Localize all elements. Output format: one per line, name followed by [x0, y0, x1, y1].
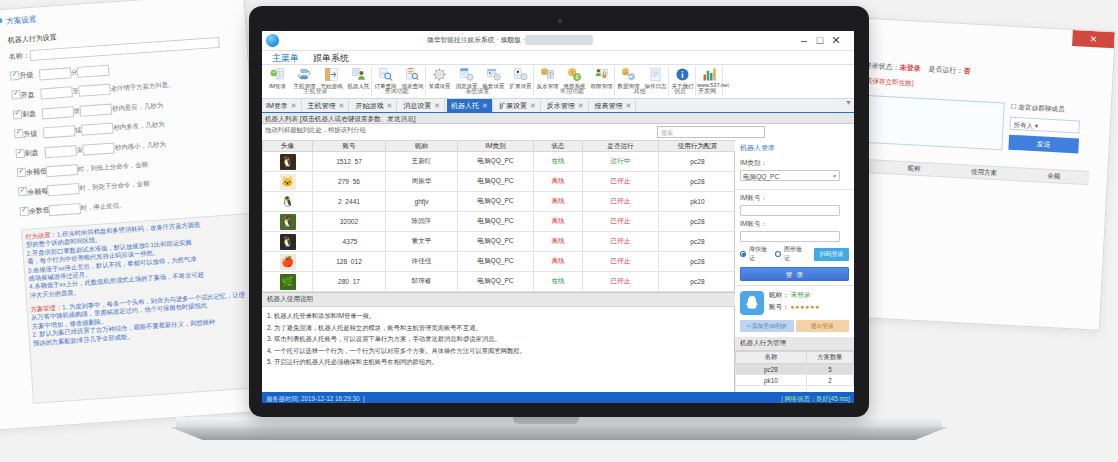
- svg-text:￠: ￠: [570, 70, 575, 75]
